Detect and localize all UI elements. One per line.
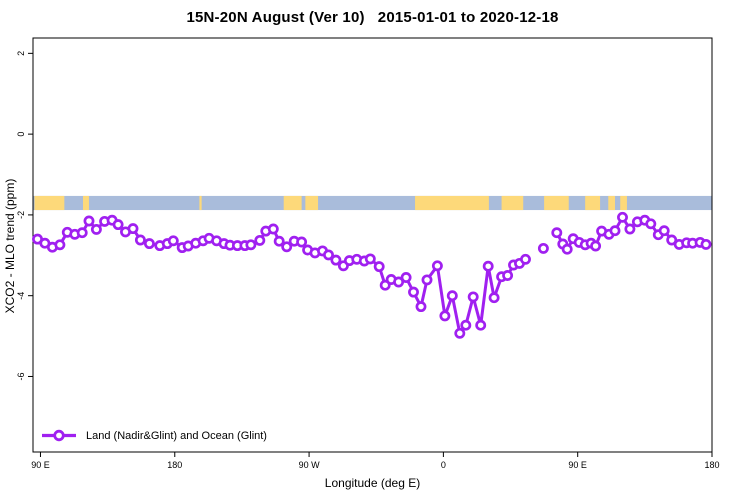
data-point [700, 238, 712, 250]
y-tick-label: 2 [16, 51, 26, 56]
data-point [127, 223, 139, 235]
data-point [590, 240, 602, 252]
legend-symbol [42, 429, 76, 442]
data-point [408, 286, 419, 298]
map-strip-ocean [33, 195, 712, 211]
data-point [364, 253, 376, 265]
map-strip-land-segment [608, 195, 615, 211]
data-point [76, 227, 88, 239]
y-tick-label: -2 [16, 211, 26, 219]
data-point [400, 272, 412, 283]
data-point [551, 227, 563, 239]
data-point [431, 260, 443, 272]
y-axis-title: XCO2 - MLO trend (ppm) [3, 178, 17, 314]
y-tick-label: -4 [16, 292, 26, 300]
data-point [267, 223, 279, 235]
y-tick-label: -6 [16, 372, 26, 380]
data-point [134, 234, 146, 246]
data-point [475, 319, 487, 331]
data-point [245, 239, 257, 251]
data-point [617, 211, 628, 223]
data-point [561, 243, 573, 255]
data-point [488, 292, 500, 304]
map-strip-land-segment [620, 195, 627, 211]
data-point [323, 249, 334, 261]
chart-title: 15N-20N August (Ver 10) 2015-01-01 to 20… [186, 9, 559, 26]
x-tick-label: 180 [704, 460, 719, 470]
data-point [645, 218, 657, 230]
x-tick-label: 90 E [31, 460, 50, 470]
data-point [143, 238, 155, 250]
data-point [90, 223, 102, 235]
data-point [446, 290, 458, 302]
data-point [273, 235, 285, 247]
data-point [666, 234, 678, 246]
x-tick-label: 90 E [568, 460, 587, 470]
data-point [624, 223, 636, 235]
map-strip-land-segment [501, 195, 524, 211]
data-point [482, 260, 494, 272]
data-point [373, 261, 385, 273]
y-tick-label: 0 [16, 132, 26, 137]
map-strip-land-segment [415, 195, 489, 211]
data-point [415, 301, 427, 313]
data-point [502, 270, 514, 281]
legend: Land (Nadir&Glint) and Ocean (Glint) [41, 429, 267, 442]
data-point [54, 239, 66, 251]
map-strip-land-segment [199, 195, 202, 211]
data-point [467, 291, 479, 303]
data-point [296, 236, 308, 248]
data-point [520, 253, 531, 265]
data-point [454, 327, 466, 339]
plot-border [32, 37, 713, 453]
map-strip-land-segment [82, 195, 89, 211]
data-point [537, 242, 549, 254]
x-axis-title: Longitude (deg E) [324, 476, 421, 490]
data-point [281, 241, 293, 253]
x-tick-label: 0 [441, 460, 446, 470]
data-point [609, 225, 621, 237]
map-strip-land-segment [305, 195, 319, 211]
data-point [254, 234, 266, 246]
map-strip-land-segment [34, 195, 65, 211]
x-tick-label: 180 [167, 460, 182, 470]
legend-marker-icon [53, 429, 65, 442]
data-point [393, 276, 405, 288]
data-point [421, 274, 433, 286]
x-tick-label: 90 W [299, 460, 321, 470]
map-strip-land-segment [283, 195, 302, 211]
map-strip-land-segment [585, 195, 601, 211]
data-point [167, 235, 179, 247]
legend-label: Land (Nadir&Glint) and Ocean (Glint) [86, 429, 267, 442]
data-point [658, 225, 670, 237]
data-point [460, 319, 472, 331]
data-point [112, 219, 124, 231]
data-point [330, 254, 342, 266]
data-point [439, 310, 451, 322]
data-point [83, 215, 95, 227]
map-strip-land-segment [544, 195, 569, 211]
